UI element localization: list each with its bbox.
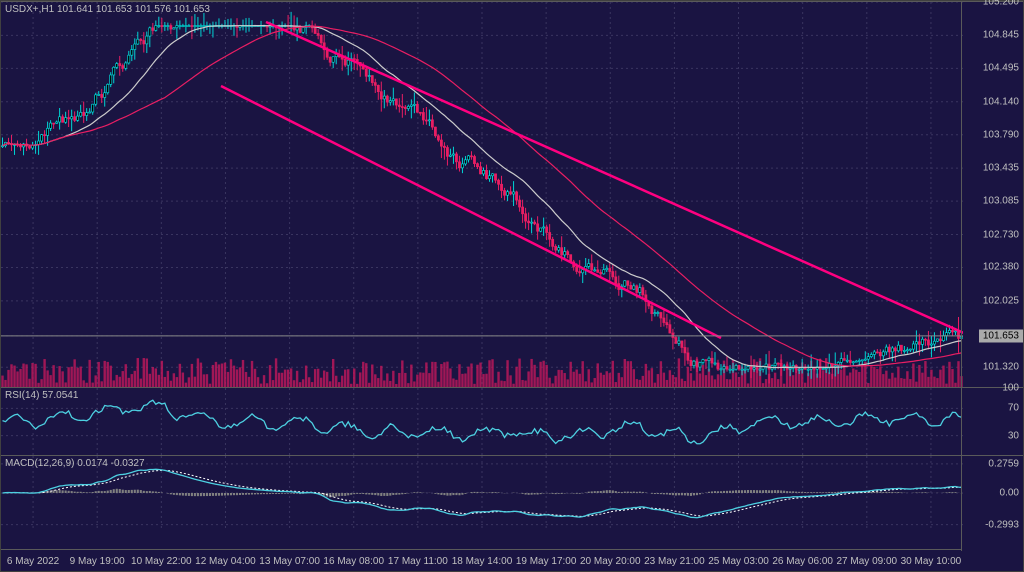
price-yaxis: 101.320102.025102.380102.730103.085103.4…	[961, 2, 1023, 387]
trading-chart[interactable]: USDX+,H1 101.641 101.653 101.576 101.653…	[0, 0, 1024, 572]
rsi-plot[interactable]	[1, 388, 961, 455]
macd-plot[interactable]	[1, 456, 961, 551]
rsi-label: RSI(14) 57.0541	[5, 390, 78, 401]
xaxis-label: 9 May 19:00	[70, 556, 125, 567]
xaxis-label: 25 May 03:00	[708, 556, 769, 567]
xaxis-label: 12 May 04:00	[195, 556, 256, 567]
rsi-yaxis: 3070100	[961, 388, 1023, 455]
xaxis-label: 27 May 09:00	[836, 556, 897, 567]
xaxis-label: 10 May 22:00	[131, 556, 192, 567]
symbol-info: USDX+,H1 101.641 101.653 101.576 101.653	[5, 4, 210, 15]
xaxis-label: 30 May 10:00	[901, 556, 962, 567]
xaxis-label: 20 May 20:00	[580, 556, 641, 567]
xaxis-label: 18 May 14:00	[452, 556, 513, 567]
rsi-svg	[1, 388, 963, 456]
xaxis-label: 16 May 08:00	[323, 556, 384, 567]
macd-yaxis: -0.29930.000.2759	[961, 456, 1023, 551]
macd-label: MACD(12,26,9) 0.0174 -0.0327	[5, 458, 145, 469]
xaxis-label: 23 May 21:00	[644, 556, 705, 567]
xaxis-label: 17 May 11:00	[388, 556, 448, 567]
current-price-tag: 101.653	[979, 329, 1023, 342]
xaxis-label: 19 May 17:00	[516, 556, 577, 567]
rsi-panel[interactable]: RSI(14) 57.0541 3070100	[1, 387, 1023, 455]
time-axis: 6 May 2022 9 May 19:00 10 May 22:0012 May …	[1, 549, 961, 571]
price-panel[interactable]: USDX+,H1 101.641 101.653 101.576 101.653…	[1, 1, 1023, 387]
macd-svg	[1, 456, 963, 530]
macd-panel[interactable]: MACD(12,26,9) 0.0174 -0.0327 -0.29930.00…	[1, 455, 1023, 551]
xaxis-label: 26 May 06:00	[772, 556, 833, 567]
price-svg	[1, 2, 963, 388]
xaxis-label: 6 May 2022	[7, 556, 59, 567]
price-plot[interactable]	[1, 2, 961, 387]
xaxis-label: 13 May 07:00	[259, 556, 320, 567]
